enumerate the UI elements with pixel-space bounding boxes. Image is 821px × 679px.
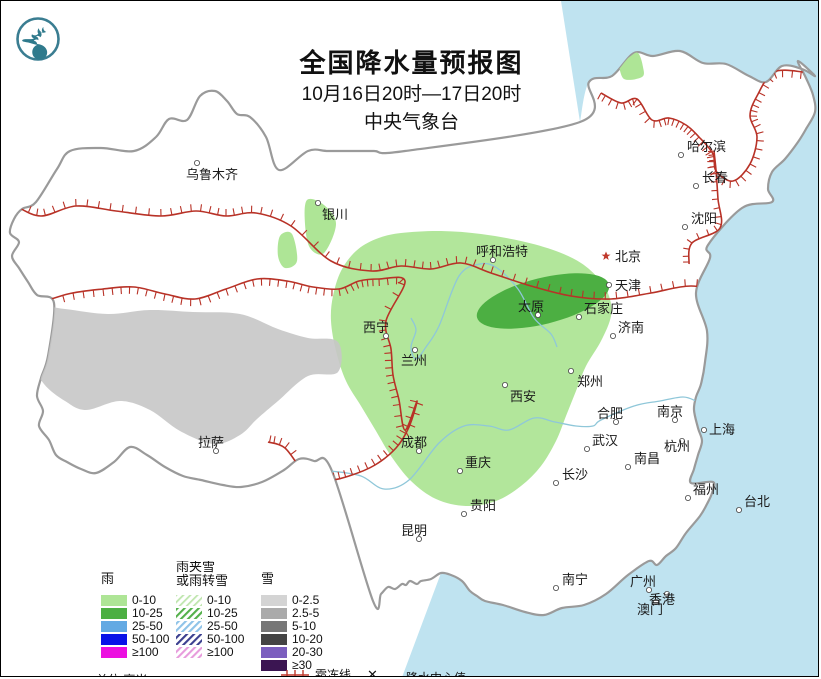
svg-text:10-20: 10-20 bbox=[292, 632, 323, 646]
svg-text:武汉: 武汉 bbox=[592, 433, 618, 448]
svg-text:0-10: 0-10 bbox=[132, 593, 156, 607]
svg-text:石家庄: 石家庄 bbox=[584, 301, 623, 316]
svg-text:雨: 雨 bbox=[101, 571, 114, 586]
svg-text:50-100: 50-100 bbox=[132, 632, 170, 646]
svg-text:成都: 成都 bbox=[401, 435, 427, 450]
svg-text:20-30: 20-30 bbox=[292, 645, 323, 659]
svg-text:10-25: 10-25 bbox=[132, 606, 163, 620]
svg-text:≥100: ≥100 bbox=[207, 645, 234, 659]
svg-text:太原: 太原 bbox=[518, 299, 544, 314]
svg-text:10-25: 10-25 bbox=[207, 606, 238, 620]
svg-text:25-50: 25-50 bbox=[132, 619, 163, 633]
svg-text:上海: 上海 bbox=[709, 422, 735, 437]
svg-text:0-10: 0-10 bbox=[207, 593, 231, 607]
svg-text:南宁: 南宁 bbox=[562, 572, 588, 587]
svg-text:贵阳: 贵阳 bbox=[470, 498, 496, 513]
svg-text:郑州: 郑州 bbox=[577, 374, 603, 389]
svg-text:哈尔滨: 哈尔滨 bbox=[687, 139, 726, 154]
svg-text:拉萨: 拉萨 bbox=[198, 435, 224, 450]
svg-text:西宁: 西宁 bbox=[363, 320, 389, 335]
svg-text:杭州: 杭州 bbox=[664, 439, 690, 454]
svg-text:呼和浩特: 呼和浩特 bbox=[476, 244, 528, 259]
svg-text:南昌: 南昌 bbox=[634, 451, 660, 466]
svg-text:长沙: 长沙 bbox=[562, 467, 588, 482]
svg-text:长春: 长春 bbox=[702, 170, 728, 185]
svg-text:兰州: 兰州 bbox=[401, 353, 427, 368]
svg-text:银川: 银川 bbox=[322, 207, 348, 222]
svg-text:广州: 广州 bbox=[630, 574, 656, 589]
svg-text:≥100: ≥100 bbox=[132, 645, 159, 659]
svg-text:台北: 台北 bbox=[744, 494, 770, 509]
svg-text:5-10: 5-10 bbox=[292, 619, 316, 633]
svg-text:南京: 南京 bbox=[657, 404, 683, 419]
svg-text:25-50: 25-50 bbox=[207, 619, 238, 633]
svg-text:或雨转雪: 或雨转雪 bbox=[176, 573, 228, 588]
svg-text:50-100: 50-100 bbox=[207, 632, 245, 646]
svg-text:香港: 香港 bbox=[649, 592, 675, 607]
svg-text:重庆: 重庆 bbox=[465, 455, 491, 470]
svg-text:沈阳: 沈阳 bbox=[691, 211, 717, 226]
svg-text:西安: 西安 bbox=[510, 389, 536, 404]
svg-text:乌鲁木齐: 乌鲁木齐 bbox=[186, 167, 238, 182]
svg-text:昆明: 昆明 bbox=[401, 523, 427, 538]
svg-text:福州: 福州 bbox=[693, 482, 719, 497]
svg-text:2.5-5: 2.5-5 bbox=[292, 606, 320, 620]
svg-text:霜冻线: 霜冻线 bbox=[315, 667, 351, 677]
svg-text:✕: ✕ bbox=[367, 667, 378, 677]
svg-text:天津: 天津 bbox=[615, 278, 641, 293]
svg-text:济南: 济南 bbox=[618, 320, 644, 335]
svg-text:雪: 雪 bbox=[261, 571, 274, 586]
svg-text:0-2.5: 0-2.5 bbox=[292, 593, 320, 607]
svg-text:合肥: 合肥 bbox=[597, 406, 623, 421]
svg-text:北京: 北京 bbox=[615, 249, 641, 264]
